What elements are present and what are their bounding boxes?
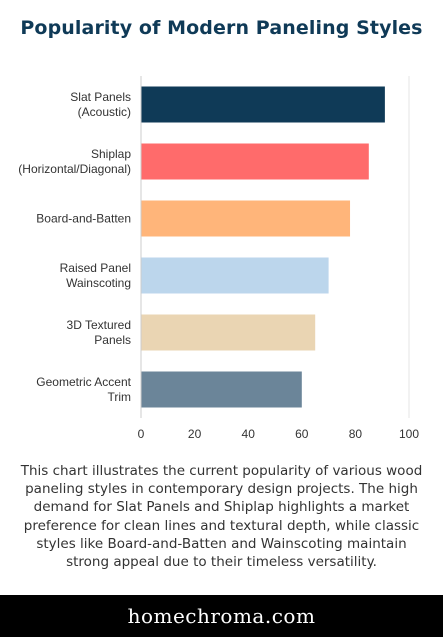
bar-0	[141, 86, 385, 123]
bar-3	[141, 257, 329, 294]
x-tick-label-2: 40	[242, 427, 256, 441]
category-labels: Slat Panels (Acoustic) Shiplap (Horizontal/…	[18, 90, 131, 404]
category-label-1: Shiplap (Horizontal/Diagonal)	[18, 147, 131, 176]
category-label-5: Geometric Accent Trim	[36, 375, 131, 404]
footer-bar: homechroma.com	[0, 595, 443, 637]
x-tick-label-1: 20	[188, 427, 202, 441]
category-label-2: Board-and-Batten	[36, 212, 131, 226]
x-tick-label-0: 0	[138, 427, 145, 441]
bar-5	[141, 371, 302, 408]
bar-chart: Slat Panels (Acoustic) Shiplap (Horizontal/…	[18, 76, 420, 441]
bar-4	[141, 314, 316, 351]
chart-description: This chart illustrates the current popul…	[20, 463, 423, 571]
bars-layer	[141, 86, 385, 408]
x-tick-label-3: 60	[295, 427, 309, 441]
x-tick-label-4: 80	[349, 427, 363, 441]
chart-title: Popularity of Modern Paneling Styles	[20, 17, 423, 39]
x-tick-label-5: 100	[399, 427, 419, 441]
axes	[140, 76, 410, 418]
category-label-4: 3D Textured Panels	[67, 318, 131, 347]
x-tick-labels: 0 20 40 60 80 100	[138, 427, 420, 441]
category-label-3: Raised Panel Wainscoting	[60, 261, 131, 290]
bar-1	[141, 143, 369, 180]
footer-brand: homechroma.com	[127, 604, 316, 628]
bar-2	[141, 200, 351, 237]
category-label-0: Slat Panels (Acoustic)	[70, 90, 131, 119]
